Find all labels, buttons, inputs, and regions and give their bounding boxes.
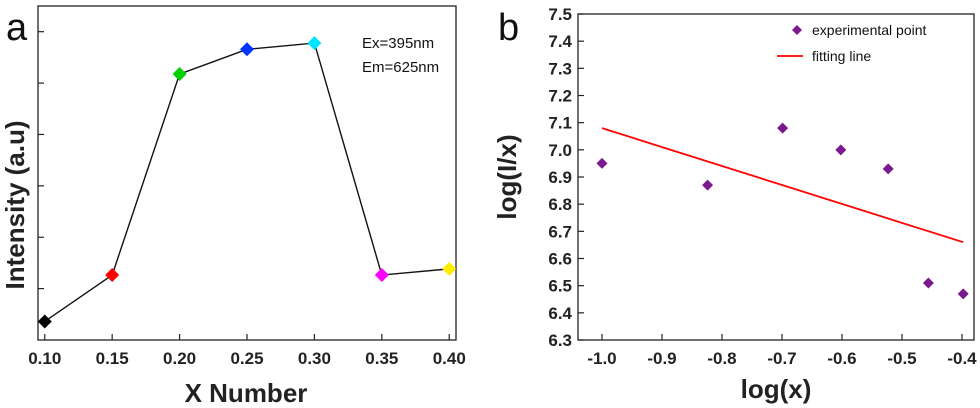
panel-a-data-point [442,261,457,276]
panel-a-x-tick-label: 0.30 [298,349,331,368]
panel-b-y-tick-label: 7.5 [548,5,572,24]
panel-b-y-tick-label: 6.6 [548,250,572,269]
panel-a-points [37,36,457,329]
legend-label-experimental-point: experimental point [812,22,927,38]
panel-b-x-tick-label: -0.5 [887,349,916,368]
panel-b-x-tick-label: -0.7 [767,349,796,368]
panel-a-x-tick-label: 0.15 [96,349,129,368]
panel-b-data-point [882,163,894,175]
panel-b-data-point [777,122,789,134]
panel-a-data-point [240,42,254,57]
panel-b-data-point [957,288,969,300]
panel-b-y-tick-label: 6.8 [548,195,572,214]
panel-b-x-tick-label: -0.4 [947,349,977,368]
panel-b-x-axis-label: log(x) [741,374,812,404]
panel-b-data-point [922,277,934,289]
panel-b-y-tick-label: 6.4 [548,304,572,323]
panel-b-y-tick-label: 6.5 [548,277,572,296]
annotation-em: Em=625nm [362,59,439,76]
panel-b-x-tick-label: -0.9 [647,349,676,368]
panel-b-label: b [498,7,519,49]
panel-b-data-point [835,144,847,156]
panel-b-x-tick-label: -0.8 [707,349,736,368]
panel-a-x-axis-label: X Number [185,378,308,408]
panel-b-y-tick-label: 7.0 [548,141,572,160]
panel-a-data-point [105,268,120,283]
panel-b-y-tick-label: 6.9 [548,168,572,187]
panel-b-x-tick-label: -1.0 [587,349,616,368]
panel-a-x-tick-label: 0.20 [163,349,196,368]
panel-b-plot-frame [577,13,975,341]
panel-a-label: a [6,7,28,49]
panel-b-y-tick-label: 7.1 [548,114,572,133]
fitting-line [601,127,964,244]
panel-b-y-tick-label: 7.4 [548,32,572,51]
panel-b-y-axis-label: log(I/x) [492,134,522,219]
panel-a-data-point [37,314,52,329]
panel-b: b -1.0 -0.9 -0.8 -0.7 -0.6 -0.5 -0.4 6.3 6.4 6.5 6… [492,5,977,404]
panel-a-x-ticks: 0.10 0.15 0.20 0.25 0.30 0.35 0.40 [28,31,466,368]
panel-b-y-tick-label: 6.7 [548,222,572,241]
panel-b-y-tick-label: 6.3 [548,331,572,350]
panel-b-data-point [596,157,608,169]
panel-b-x-tick-label: -0.6 [827,349,856,368]
panel-a-x-tick-label: 0.25 [230,349,263,368]
panel-b-points [596,122,969,300]
panel-a-data-point [374,268,389,283]
panel-a-y-axis-label: Intensity (a.u) [0,120,30,289]
panel-a-x-tick-label: 0.40 [433,349,466,368]
legend-label-fitting-line: fitting line [812,48,871,64]
panel-a-data-point [307,36,322,51]
annotation-ex: Ex=395nm [362,35,434,52]
panel-b-data-point [702,179,714,191]
legend-marker-experimental-point [792,25,802,35]
panel-b-y-tick-label: 7.3 [548,59,572,78]
panel-a: a 0.10 0.15 0.20 0.25 0.30 0.35 0.40 Ex=395nm … [0,5,466,408]
panel-b-axis-ticks: -1.0 -0.9 -0.8 -0.7 -0.6 -0.5 -0.4 6.3 6.4 6.5 6.6… [548,5,977,368]
panel-b-y-tick-label: 7.2 [548,87,572,106]
panel-a-series-line [44,42,450,323]
panel-b-legend: experimental point fitting line [777,22,927,64]
panel-a-x-tick-label: 0.10 [28,349,61,368]
panel-a-data-point [172,67,187,82]
panel-a-x-tick-label: 0.35 [365,349,398,368]
